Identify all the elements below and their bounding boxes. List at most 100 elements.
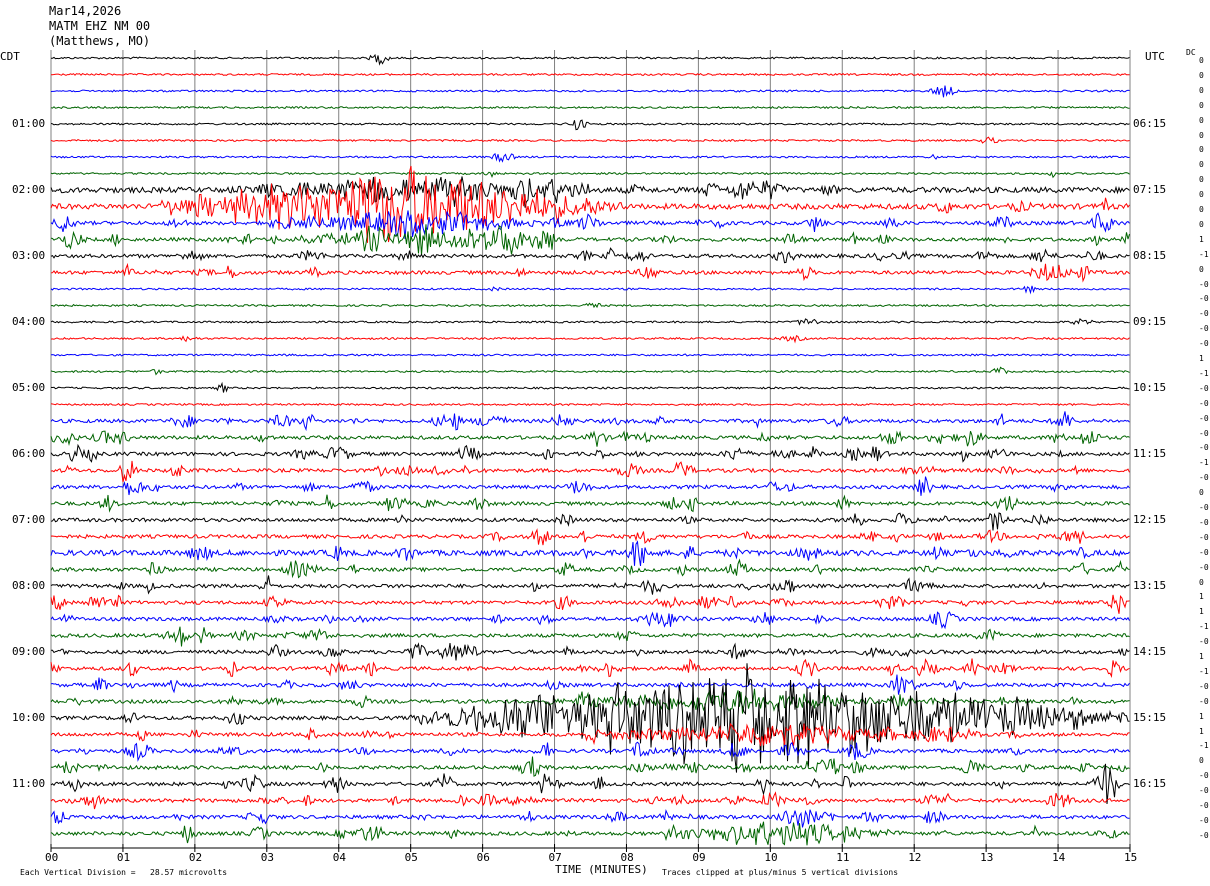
trace-line-35 xyxy=(50,626,1130,647)
left-hour-label: 08:00 xyxy=(12,579,46,592)
trace-line-28 xyxy=(50,512,1130,531)
dc-offset-value: 0 xyxy=(1199,219,1204,229)
trace-line-37 xyxy=(50,658,1130,679)
dc-offset-value: -1 xyxy=(1199,741,1209,751)
x-tick-label: 05 xyxy=(404,851,418,864)
x-tick-label: 09 xyxy=(692,851,706,864)
dc-offset-value: -1 xyxy=(1199,249,1209,259)
dc-offset-value: 0 xyxy=(1199,205,1204,214)
trace-line-20 xyxy=(50,381,1130,393)
dc-offset-value: -1 xyxy=(1199,666,1209,676)
right-hour-label: 06:15 xyxy=(1133,117,1167,130)
dc-offset-value: 0 xyxy=(1199,190,1204,200)
scale-note: Each Vertical Division = 28.57 microvolt… xyxy=(20,868,228,877)
dc-label: DC xyxy=(1186,48,1196,57)
right-hour-label: 07:15 xyxy=(1133,183,1167,196)
dc-offset-value: -0 xyxy=(1199,383,1209,393)
dc-offset-value: -0 xyxy=(1199,830,1209,840)
trace-line-34 xyxy=(50,611,1130,630)
dc-offset-value: -1 xyxy=(1199,368,1209,378)
x-tick-label: 14 xyxy=(1052,851,1066,864)
trace-line-22 xyxy=(50,411,1130,432)
left-hour-label: 06:00 xyxy=(12,447,46,460)
right-hour-label: 11:15 xyxy=(1133,447,1167,460)
header-station: MATM EHZ NM 00 xyxy=(49,19,151,33)
dc-offset-value: -0 xyxy=(1199,443,1209,453)
trace-line-14 xyxy=(50,285,1130,295)
dc-offset-value: 0 xyxy=(1199,56,1204,65)
dc-offset-value: 0 xyxy=(1199,488,1204,498)
dc-offset-value: -0 xyxy=(1199,473,1209,483)
trace-line-46 xyxy=(50,809,1130,828)
left-hour-label: 11:00 xyxy=(12,777,46,790)
trace-line-32 xyxy=(50,575,1130,595)
seismic-traces xyxy=(50,53,1130,846)
right-hour-label: 09:15 xyxy=(1133,315,1167,328)
trace-line-41 xyxy=(50,722,1130,747)
x-tick-label: 10 xyxy=(764,851,778,864)
dc-offset-value: -0 xyxy=(1199,771,1209,781)
dc-offset-value: -0 xyxy=(1199,339,1209,349)
dc-offset-value: 0 xyxy=(1199,160,1204,170)
dc-offset-value: 0 xyxy=(1199,577,1204,587)
dc-offset-value: 1 xyxy=(1199,592,1204,602)
minute-gridlines xyxy=(50,50,1131,848)
trace-line-23 xyxy=(50,430,1130,447)
dc-offset-value: 0 xyxy=(1199,85,1204,95)
dc-offset-value: -0 xyxy=(1199,413,1209,423)
left-hour-label: 09:00 xyxy=(12,645,46,658)
trace-line-38 xyxy=(50,674,1130,695)
x-tick-label: 08 xyxy=(620,851,634,864)
dc-offset-value: 1 xyxy=(1199,234,1204,244)
x-tick-label: 15 xyxy=(1124,851,1138,864)
right-hour-label: 08:15 xyxy=(1133,249,1167,262)
x-tick-label: 03 xyxy=(260,851,275,864)
trace-line-45 xyxy=(50,791,1130,810)
header-date: Mar14,2026 xyxy=(49,4,122,18)
right-hour-label: 12:15 xyxy=(1133,513,1167,526)
left-hour-label: 10:00 xyxy=(12,711,46,724)
dc-offset-value: 1 xyxy=(1199,652,1204,661)
trace-line-47 xyxy=(50,821,1130,846)
dc-offset-value: -0 xyxy=(1199,786,1209,796)
right-hour-label: 15:15 xyxy=(1133,711,1167,724)
trace-line-25 xyxy=(50,460,1130,483)
right-hour-label: 13:15 xyxy=(1133,579,1167,592)
x-tick-label: 01 xyxy=(116,851,131,864)
dc-offset-value: -0 xyxy=(1199,681,1209,691)
trace-line-1 xyxy=(51,72,1130,77)
right-hour-label: 10:15 xyxy=(1133,381,1167,394)
trace-line-44 xyxy=(50,763,1130,805)
x-tick-label: 02 xyxy=(188,851,203,864)
trace-line-6 xyxy=(50,152,1130,163)
dc-offset-value: -0 xyxy=(1199,532,1209,542)
dc-offset-value: 0 xyxy=(1199,130,1204,140)
left-timezone-label: CDT xyxy=(0,50,20,63)
x-tick-label: 06 xyxy=(476,851,490,864)
trace-line-29 xyxy=(50,528,1130,546)
dc-offset-value: -0 xyxy=(1199,503,1209,512)
left-hour-label: 04:00 xyxy=(12,315,46,328)
dc-offset-value: 1 xyxy=(1199,711,1204,721)
trace-line-12 xyxy=(50,247,1130,264)
trace-line-21 xyxy=(50,402,1130,407)
dc-offset-value: -0 xyxy=(1199,637,1209,647)
header-location: (Matthews, MO) xyxy=(49,34,151,48)
dc-offset-value: -0 xyxy=(1199,801,1209,810)
right-hour-label: 14:15 xyxy=(1133,645,1167,658)
dc-offset-value: -0 xyxy=(1199,279,1209,289)
left-hour-label: 05:00 xyxy=(12,381,46,394)
trace-line-17 xyxy=(50,334,1130,344)
trace-line-2 xyxy=(50,85,1130,98)
trace-line-15 xyxy=(50,302,1130,309)
trace-line-27 xyxy=(50,494,1130,513)
dc-offset-value: 1 xyxy=(1199,607,1204,617)
dc-offset-value: -0 xyxy=(1199,696,1209,706)
x-tick-label: 13 xyxy=(980,851,994,864)
trace-line-30 xyxy=(50,540,1130,566)
dc-offset-value: -0 xyxy=(1199,428,1209,438)
dc-offset-value: -1 xyxy=(1199,622,1209,632)
x-tick-label: 00 xyxy=(45,851,59,864)
dc-offset-value: -0 xyxy=(1199,562,1209,572)
x-tick-label: 12 xyxy=(908,851,922,864)
